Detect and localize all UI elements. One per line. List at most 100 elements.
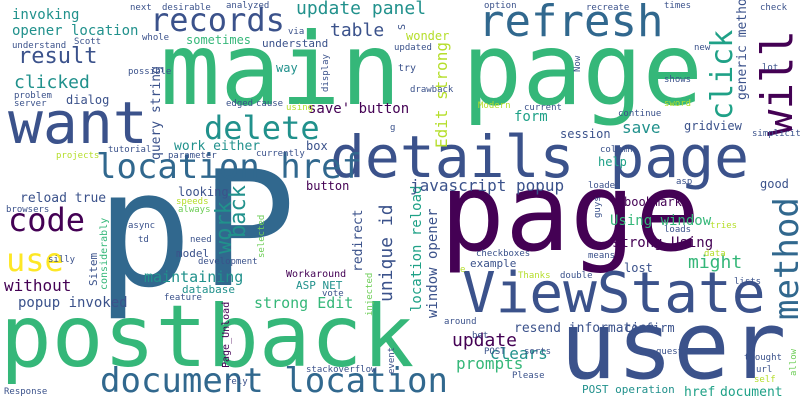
word-edged: edged (226, 99, 254, 109)
word-checkboxes: checkboxes (476, 249, 531, 259)
word-means: means (588, 251, 616, 261)
word-drawback: drawback (410, 85, 454, 95)
word-will: will (752, 30, 800, 136)
word-whole: whole (142, 33, 170, 43)
word-rely: rely (226, 377, 248, 387)
word-silly: silly (48, 255, 76, 265)
word-self: self (754, 375, 776, 385)
word-result: result (18, 44, 98, 69)
word-ViewState: ViewState (462, 261, 766, 326)
word-button: button (306, 179, 350, 193)
word-postback: postback (0, 287, 415, 387)
word-currently: currently (256, 149, 305, 159)
word-try: try (398, 63, 417, 74)
word-loads: loads (664, 225, 692, 235)
word-window-opener: window opener (425, 208, 441, 318)
word-looking: looking (178, 185, 229, 199)
word-save-button: save' button (308, 101, 410, 117)
word-sometimes: sometimes (186, 33, 252, 47)
word-wonder: wonder (406, 29, 450, 43)
word-strong-Edit: strong Edit (254, 294, 354, 312)
word-p: p (96, 136, 193, 323)
word-popup-invoked: popup invoked (18, 295, 128, 311)
word-query-string: query string (149, 66, 164, 160)
word-reload-true: reload true (20, 191, 107, 206)
word-via: via (288, 27, 305, 37)
word-understand-top: understand (262, 37, 329, 50)
word-need: need (190, 235, 212, 245)
word-development: development (198, 257, 258, 267)
word-dialog: dialog (66, 93, 110, 107)
word-opener-location: opener location (12, 23, 139, 39)
word-g: g (390, 123, 396, 133)
word-td: td (138, 235, 149, 245)
word-update: update (452, 330, 518, 351)
word-bookmark: bookmark (624, 195, 682, 209)
word-confirm: confirm (624, 321, 675, 335)
word-feature: feature (164, 293, 202, 303)
word-always: always (178, 205, 211, 215)
word-lost: lost (624, 261, 653, 275)
word-without: without (4, 276, 72, 295)
word-unique-id: unique id (376, 204, 397, 302)
word-analyzed: analyzed (226, 1, 270, 11)
word-location-href: location href (96, 147, 363, 187)
word-refresh: refresh (478, 0, 664, 47)
word-continue: continue (618, 109, 662, 119)
word-guys: guys (593, 196, 603, 218)
word-Edit-strong: Edit strong (432, 42, 451, 148)
word-understand-left: understand (12, 41, 67, 51)
word-delete: delete (204, 109, 320, 147)
word-database: database (182, 283, 235, 296)
word-prompts: prompts (456, 354, 524, 373)
word-document: document (720, 385, 783, 400)
word-Page-Unload: Page_Unload (221, 301, 232, 368)
word-code: code (8, 201, 86, 239)
word-event: event (387, 346, 397, 374)
word-allow: allow (789, 348, 799, 376)
word-sword: sword (664, 99, 692, 109)
word-url: url (756, 365, 773, 375)
word-desirable: desirable (162, 3, 211, 13)
word-work-either: work either (174, 139, 261, 154)
word-Modern: Modern (478, 101, 511, 111)
word-thought: thought (744, 353, 782, 363)
word-want: want (8, 89, 148, 157)
word-lot: lot (762, 63, 779, 73)
word-parameter: parameter (168, 151, 217, 161)
word-box: box (306, 139, 328, 153)
word-Please: Please (512, 371, 545, 381)
word-option: option (484, 1, 517, 11)
word-form: form (514, 109, 548, 125)
word-loaded: loaded (588, 181, 621, 191)
word-double: double (560, 271, 593, 281)
word-invoking: invoking (12, 7, 80, 23)
word-vote: vote (322, 289, 344, 299)
word-help: help (598, 155, 627, 169)
word-update-panel: update panel (296, 0, 427, 19)
word-recreate: recreate (586, 3, 630, 13)
word-details-page: details page (330, 123, 750, 191)
word-column: column (600, 145, 633, 155)
word-gridview: gridview (684, 119, 742, 133)
word-updated: updated (394, 43, 432, 53)
word-bet: bet (472, 331, 489, 341)
word-page-large: page (440, 151, 701, 276)
word-tutorial: tutorial (108, 145, 152, 155)
word-method: method (767, 197, 800, 320)
word-Now: Now (573, 55, 583, 72)
word-session: session (560, 127, 611, 141)
word-Response: Response (4, 387, 48, 397)
word-Thanks: Thanks (518, 271, 551, 281)
word-way: way (276, 61, 298, 75)
word-redirect: redirect (351, 209, 366, 272)
word-href: href (684, 385, 716, 400)
word-main: main (160, 11, 401, 128)
word-lists: lists (734, 277, 762, 287)
word-maintaining: maintaining (144, 268, 244, 286)
word-Workaround: Workaround (286, 269, 347, 280)
word-speeds: speeds (176, 197, 209, 207)
word-async: async (128, 221, 156, 231)
word-next: next (130, 3, 152, 13)
